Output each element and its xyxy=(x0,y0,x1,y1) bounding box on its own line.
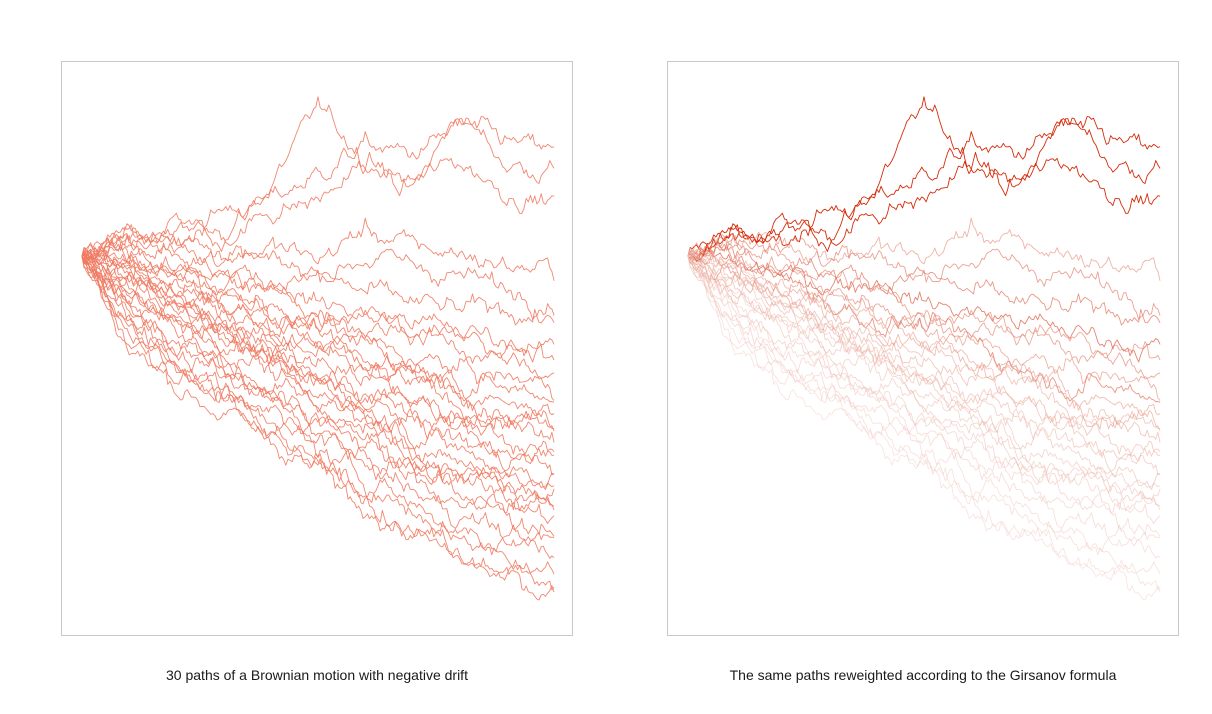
girsanov-reweighted-chart xyxy=(687,96,1161,601)
reweighted-path-19 xyxy=(687,249,1161,490)
reweighted-path-3 xyxy=(687,151,1161,262)
reweighted-path-11 xyxy=(687,239,1161,403)
brownian-path-17 xyxy=(81,254,555,459)
reweighted-path-28 xyxy=(687,256,1161,575)
brownian-path-20 xyxy=(81,256,555,489)
caption-left: 30 paths of a Brownian motion with negat… xyxy=(166,667,468,683)
reweighted-path-12 xyxy=(687,255,1161,416)
reweighted-path-23 xyxy=(687,254,1161,511)
brownian-path-28 xyxy=(81,256,555,575)
reweighted-path-29 xyxy=(687,256,1161,591)
chart-panel-left xyxy=(61,61,573,636)
reweighted-path-17 xyxy=(687,254,1161,459)
chart-panel-right xyxy=(667,61,1179,636)
brownian-path-4 xyxy=(81,217,555,281)
brownian-path-5 xyxy=(81,237,555,321)
brownian-path-15 xyxy=(81,251,555,443)
reweighted-path-5 xyxy=(687,237,1161,321)
reweighted-path-4 xyxy=(687,217,1161,281)
reweighted-path-25 xyxy=(687,256,1161,537)
reweighted-path-7 xyxy=(687,247,1161,363)
caption-right: The same paths reweighted according to t… xyxy=(729,667,1117,683)
reweighted-path-20 xyxy=(687,256,1161,489)
brownian-path-30 xyxy=(81,255,555,601)
brownian-path-24 xyxy=(81,256,555,524)
brownian-path-12 xyxy=(81,255,555,416)
brownian-path-26 xyxy=(81,247,555,547)
brownian-path-13 xyxy=(81,249,555,430)
brownian-path-25 xyxy=(81,256,555,537)
brownian-path-22 xyxy=(81,248,555,501)
reweighted-path-14 xyxy=(687,253,1161,432)
reweighted-path-22 xyxy=(687,248,1161,501)
brownian-path-11 xyxy=(81,239,555,403)
brownian-path-19 xyxy=(81,249,555,490)
reweighted-path-9 xyxy=(687,256,1161,380)
brownian-path-3 xyxy=(81,151,555,262)
reweighted-path-30 xyxy=(687,255,1161,601)
reweighted-path-13 xyxy=(687,249,1161,430)
reweighted-path-27 xyxy=(687,256,1161,559)
reweighted-path-24 xyxy=(687,256,1161,524)
brownian-path-27 xyxy=(81,256,555,559)
brownian-paths-chart xyxy=(81,96,555,601)
reweighted-path-6 xyxy=(687,243,1161,326)
brownian-path-2 xyxy=(81,116,555,261)
brownian-path-14 xyxy=(81,253,555,432)
brownian-path-6 xyxy=(81,243,555,326)
brownian-path-29 xyxy=(81,256,555,591)
brownian-path-23 xyxy=(81,254,555,511)
reweighted-path-2 xyxy=(687,116,1161,261)
reweighted-path-26 xyxy=(687,247,1161,547)
brownian-path-7 xyxy=(81,247,555,363)
brownian-path-9 xyxy=(81,256,555,380)
reweighted-path-15 xyxy=(687,251,1161,443)
